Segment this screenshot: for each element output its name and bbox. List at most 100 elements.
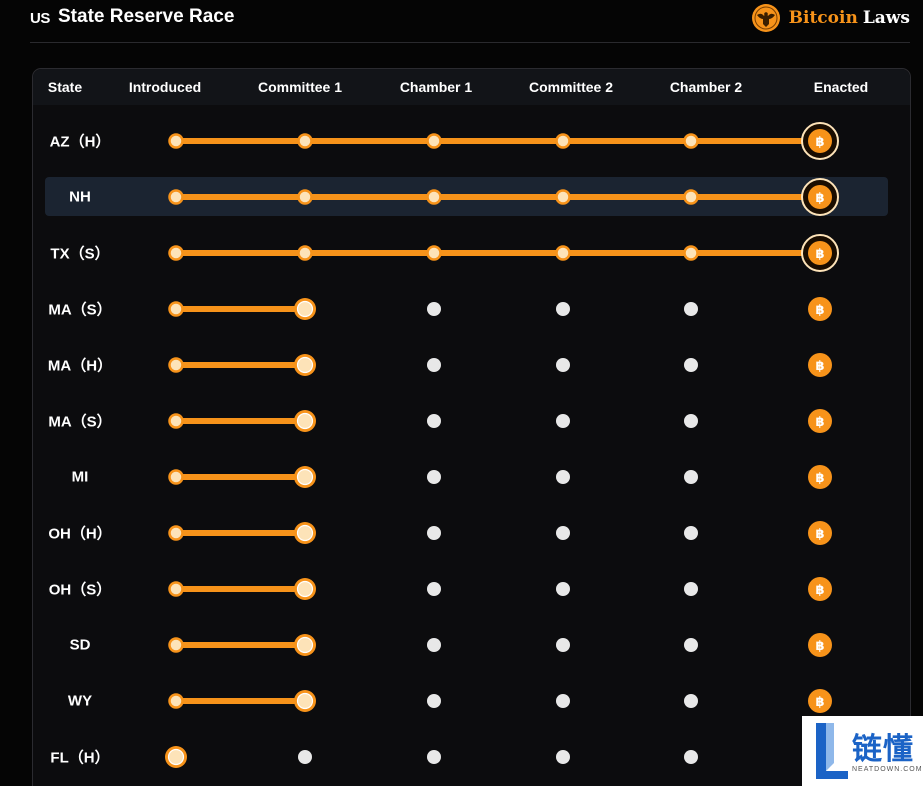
state-label-10: WY: [67, 692, 93, 710]
stage-node-pending: [684, 582, 698, 596]
column-header-enacted: Enacted: [813, 79, 869, 95]
stage-node-done: [168, 301, 184, 317]
stage-node-done: [168, 357, 184, 373]
bitcoin-icon: [808, 633, 832, 657]
stage-node-done: [426, 133, 442, 149]
stage-node-pending: [684, 302, 698, 316]
stage-node-done: [555, 189, 571, 205]
stage-node-pending: [427, 582, 441, 596]
stage-node-pending: [684, 638, 698, 652]
stage-node-done: [555, 245, 571, 261]
stage-node-current: [296, 692, 314, 710]
bitcoin-symbol: ฿: [815, 303, 824, 318]
stage-node-pending: [427, 414, 441, 428]
bitcoin-symbol: ฿: [815, 639, 824, 654]
stage-node-pending: [427, 470, 441, 484]
stage-node-done: [168, 469, 184, 485]
stage-node-done: [555, 133, 571, 149]
brand-logo-link[interactable]: Bitcoin Laws: [751, 3, 910, 33]
stage-node-done: [168, 637, 184, 653]
stage-node-pending: [427, 358, 441, 372]
watermark-text: 链懂: [852, 732, 914, 767]
stage-node-pending: [556, 582, 570, 596]
bitcoin-symbol: ฿: [815, 695, 824, 710]
state-label-2: TX（S）: [50, 245, 110, 263]
bitcoin-symbol: ฿: [815, 583, 824, 598]
stage-node-done: [168, 245, 184, 261]
bitcoin-icon: [808, 353, 832, 377]
stage-node-done: [426, 189, 442, 205]
stage-node-pending: [556, 470, 570, 484]
brand-name-bitcoin: Bitcoin: [788, 8, 858, 28]
stage-node-current: [167, 748, 185, 766]
flag-label: US: [30, 10, 50, 27]
header: US State Reserve Race Bitcoin Laws: [30, 0, 910, 43]
stage-node-pending: [556, 358, 570, 372]
stage-node-current: [296, 300, 314, 318]
stage-node-pending: [427, 526, 441, 540]
bitcoin-icon: [808, 129, 832, 153]
eagle-seal-icon: [751, 4, 780, 32]
state-label-3: MA（S）: [48, 301, 112, 319]
bitcoin-symbol: ฿: [815, 191, 824, 206]
stage-node-pending: [684, 694, 698, 708]
bitcoin-icon: [808, 521, 832, 545]
stage-node-current: [296, 468, 314, 486]
stage-node-done: [297, 189, 313, 205]
bitcoin-symbol: ฿: [815, 359, 824, 374]
stage-node-current: [296, 636, 314, 654]
bitcoin-icon: [808, 185, 832, 209]
bitcoin-symbol: ฿: [815, 527, 824, 542]
table-header: State Introduced Committee 1 Chamber 1 C…: [33, 69, 910, 105]
stage-node-pending: [684, 470, 698, 484]
bitcoin-symbol: ฿: [815, 247, 824, 262]
stage-node-done: [683, 133, 699, 149]
page-title: State Reserve Race: [58, 6, 235, 27]
stage-node-done: [683, 245, 699, 261]
watermark-subtext: NEATDOWN.COM: [852, 766, 923, 773]
bitcoin-icon: [808, 241, 832, 265]
stage-node-pending: [556, 750, 570, 764]
column-header-committee-2: Committee 2: [528, 79, 614, 95]
stage-node-done: [168, 525, 184, 541]
stage-node-done: [297, 133, 313, 149]
state-label-11: FL（H）: [50, 749, 110, 767]
stage-node-pending: [684, 358, 698, 372]
column-header-introduced: Introduced: [128, 79, 202, 95]
stage-node-done: [168, 581, 184, 597]
stage-node-pending: [427, 694, 441, 708]
bitcoin-icon: [808, 409, 832, 433]
bitcoin-icon: [808, 689, 832, 713]
bitcoin-icon: [808, 297, 832, 321]
bitcoin-symbol: ฿: [815, 415, 824, 430]
neatdown-logo-icon: [816, 723, 848, 779]
stage-node-pending: [556, 694, 570, 708]
stage-node-pending: [556, 302, 570, 316]
watermark: 链懂 NEATDOWN.COM: [802, 716, 923, 786]
stage-node-current: [296, 524, 314, 542]
stage-node-pending: [556, 526, 570, 540]
stage-node-pending: [684, 414, 698, 428]
state-label-5: MA（S）: [48, 413, 112, 431]
stage-node-pending: [427, 302, 441, 316]
stage-node-pending: [427, 750, 441, 764]
stage-node-pending: [427, 638, 441, 652]
stage-node-current: [296, 412, 314, 430]
stage-node-done: [168, 133, 184, 149]
stage-node-done: [683, 189, 699, 205]
stage-node-pending: [556, 414, 570, 428]
stage-node-pending: [684, 750, 698, 764]
bitcoin-symbol: ฿: [815, 135, 824, 150]
state-label-4: MA（H）: [47, 357, 113, 375]
stage-node-current: [296, 356, 314, 374]
state-label-0: AZ（H）: [49, 133, 111, 151]
stage-node-pending: [298, 750, 312, 764]
brand-name-laws: Laws: [862, 8, 910, 28]
stage-node-pending: [684, 526, 698, 540]
bitcoin-icon: [808, 465, 832, 489]
column-header-committee-1: Committee 1: [257, 79, 343, 95]
state-label-8: OH（S）: [48, 581, 112, 599]
column-header-chamber-1: Chamber 1: [399, 79, 473, 95]
